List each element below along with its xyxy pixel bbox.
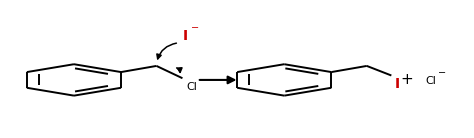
Text: Cl: Cl	[425, 76, 436, 86]
Text: I: I	[182, 29, 187, 43]
Text: +: +	[401, 72, 413, 87]
Text: −: −	[191, 23, 199, 33]
Text: I: I	[395, 77, 400, 91]
Text: −: −	[438, 68, 446, 78]
Text: Cl: Cl	[186, 82, 197, 92]
